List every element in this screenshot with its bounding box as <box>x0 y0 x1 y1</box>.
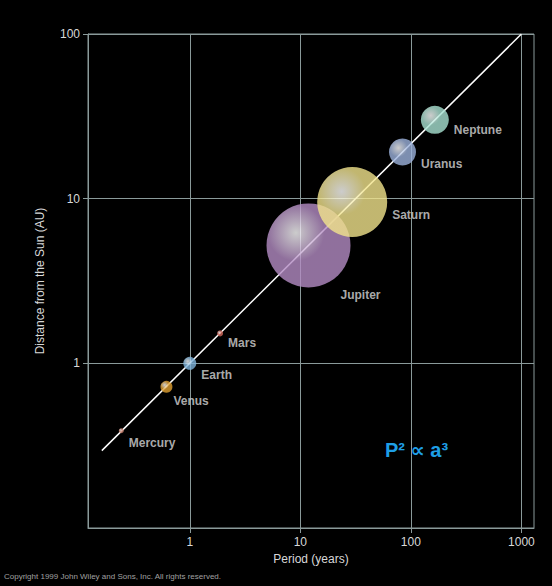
svg-text:Mars: Mars <box>228 336 256 350</box>
svg-text:Period (years): Period (years) <box>273 552 348 566</box>
svg-text:100: 100 <box>60 27 80 41</box>
svg-text:10: 10 <box>67 192 81 206</box>
svg-text:Copyright 1999 John Wiley and: Copyright 1999 John Wiley and Sons, Inc.… <box>4 572 221 581</box>
svg-text:P² ∝ a³: P² ∝ a³ <box>385 439 448 461</box>
svg-text:Earth: Earth <box>201 368 232 382</box>
svg-text:Mercury: Mercury <box>129 436 176 450</box>
svg-text:Neptune: Neptune <box>454 123 502 137</box>
svg-text:1: 1 <box>73 356 80 370</box>
svg-text:Venus: Venus <box>173 394 209 408</box>
svg-text:Saturn: Saturn <box>392 208 430 222</box>
svg-text:Jupiter: Jupiter <box>341 288 381 302</box>
svg-text:Uranus: Uranus <box>421 157 463 171</box>
svg-text:100: 100 <box>401 535 421 549</box>
svg-text:1: 1 <box>186 535 193 549</box>
svg-text:Distance from the Sun (AU): Distance from the Sun (AU) <box>33 208 47 355</box>
svg-text:1000: 1000 <box>508 535 535 549</box>
svg-text:10: 10 <box>294 535 308 549</box>
